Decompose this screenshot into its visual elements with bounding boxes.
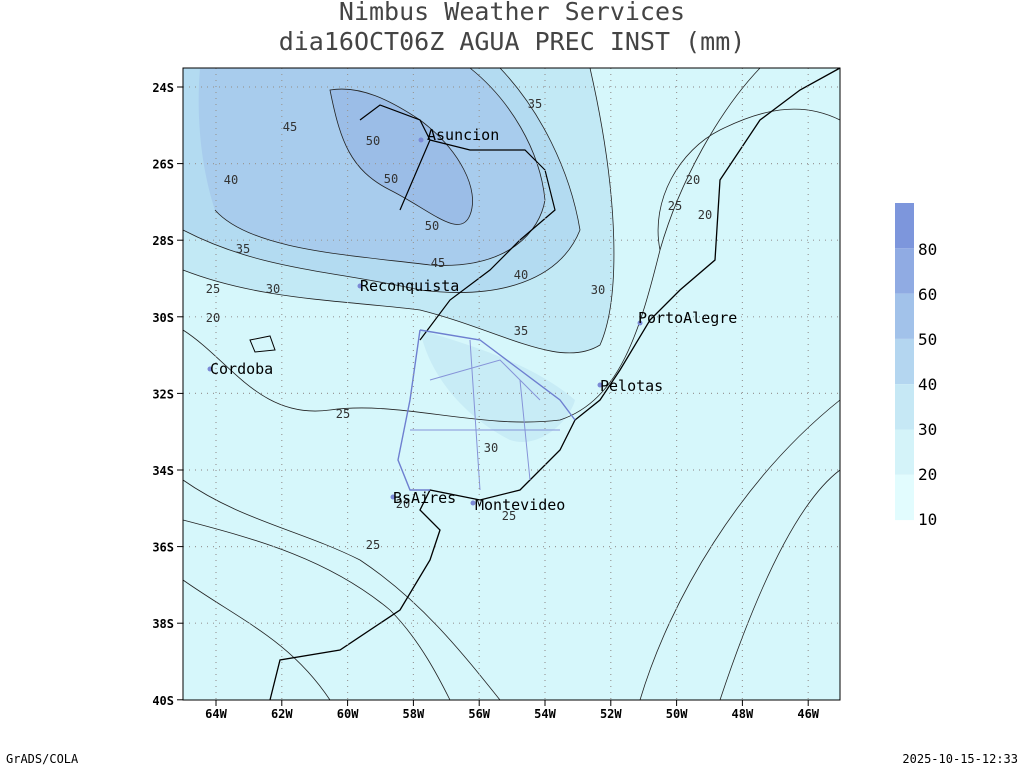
contour-label: 30: [266, 282, 280, 296]
lat-tick-label: 32S: [152, 387, 174, 401]
footer-left: GrADS/COLA: [6, 752, 79, 766]
lat-tick-label: 30S: [152, 311, 174, 325]
contour-label: 50: [366, 134, 380, 148]
lat-tick-label: 34S: [152, 464, 174, 478]
contour-label: 20: [698, 208, 712, 222]
colorbar-label: 60: [918, 285, 937, 304]
contour-label: 25: [502, 509, 516, 523]
lon-tick-label: 64W: [205, 707, 227, 721]
lon-tick-label: 46W: [797, 707, 819, 721]
colorbar-box: [895, 293, 914, 339]
contour-label: 35: [514, 324, 528, 338]
lon-tick-label: 60W: [337, 707, 359, 721]
contour-labels: 35 45 50 50 40 50 35 45 40 25 30 30 20 3…: [206, 97, 712, 552]
contour-label: 45: [431, 256, 445, 270]
map-frame: [182, 67, 841, 701]
contour-label: 20: [206, 311, 220, 325]
coastline: [249, 67, 841, 701]
city-label: Pelotas: [600, 377, 663, 395]
contour-label: 30: [591, 283, 605, 297]
contours: [182, 67, 841, 701]
contour-label: 45: [283, 120, 297, 134]
colorbar-box: [895, 338, 914, 385]
colorbar-label: 10: [918, 510, 937, 529]
contour-label: 40: [514, 268, 528, 282]
colorbar-label: 80: [918, 240, 937, 259]
city-label: Reconquista: [360, 277, 459, 295]
lat-tick-label: 38S: [152, 617, 174, 631]
lon-tick-label: 56W: [468, 707, 490, 721]
lat-tick-label: 26S: [152, 158, 174, 172]
contour-label: 20: [686, 173, 700, 187]
colorbar-box: [895, 474, 914, 521]
lat-tick-label: 40S: [152, 694, 174, 708]
city-label: BsAires: [393, 489, 456, 507]
colorbar-label: 30: [918, 420, 937, 439]
colorbar-box: [895, 248, 914, 294]
colorbar-box: [895, 384, 914, 430]
lon-tick-label: 62W: [271, 707, 293, 721]
title: Nimbus Weather Services: [339, 0, 685, 26]
band-50: [330, 89, 473, 225]
contour-label: 50: [425, 219, 439, 233]
cities: Asuncion Reconquista PortoAlegre Cordoba…: [207, 126, 737, 514]
contour-label: 35: [236, 242, 250, 256]
contour-label: 20: [396, 497, 410, 511]
contour-label: 50: [384, 172, 398, 186]
lat-tick-label: 28S: [152, 234, 174, 248]
city-label: Asuncion: [427, 126, 499, 144]
colorbar-label: 20: [918, 465, 937, 484]
band-uy: [420, 330, 575, 442]
lat-tick-label: 36S: [152, 541, 174, 555]
colorbar-label: 50: [918, 330, 937, 349]
colorbar-box: [895, 203, 914, 249]
map: 35 45 50 50 40 50 35 45 40 25 30 30 20 3…: [177, 67, 841, 706]
colorbar-box: [895, 429, 914, 475]
lat-tick-label: 24S: [152, 81, 174, 95]
colorbar-label: 40: [918, 375, 937, 394]
contour-label: 25: [206, 282, 220, 296]
contour-label: 40: [224, 173, 238, 187]
lon-tick-label: 52W: [600, 707, 622, 721]
lon-tick-label: 54W: [534, 707, 556, 721]
footer-right: 2025-10-15-12:33: [902, 752, 1018, 766]
lon-tick-label: 48W: [732, 707, 754, 721]
contour-label: 25: [366, 538, 380, 552]
contour-label: 35: [528, 97, 542, 111]
contour-label: 25: [336, 407, 350, 421]
contour-label: 25: [668, 199, 682, 213]
subtitle: dia16OCT06Z AGUA PREC INST (mm): [279, 27, 746, 56]
lon-tick-label: 58W: [403, 707, 425, 721]
contour-label: 30: [484, 441, 498, 455]
city-label: PortoAlegre: [638, 309, 737, 327]
city-label: Cordoba: [210, 360, 273, 378]
lon-tick-label: 50W: [666, 707, 688, 721]
city-label: Montevideo: [475, 496, 565, 514]
colorbar: 80 60 50 40 30 20 10: [895, 203, 937, 529]
